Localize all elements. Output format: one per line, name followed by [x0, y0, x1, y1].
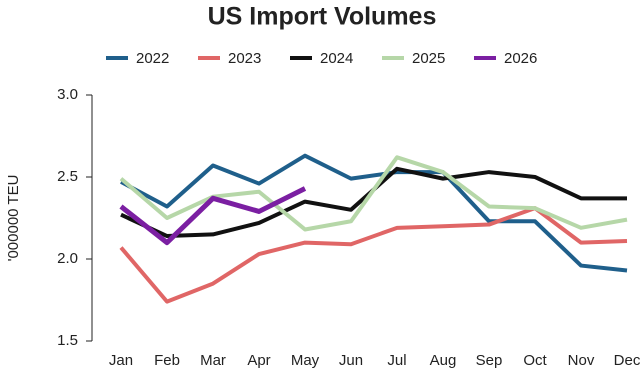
legend-label: 2026 — [504, 50, 537, 67]
x-tick-label: Sep — [476, 352, 503, 369]
series-line — [119, 186, 307, 246]
legend-label: 2025 — [412, 50, 445, 67]
x-tick-label: Jul — [387, 352, 406, 369]
x-tick-label: Oct — [523, 352, 547, 369]
y-tick-label: 1.5 — [57, 332, 78, 349]
x-tick-label: Aug — [430, 352, 457, 369]
x-tick-label: Dec — [614, 352, 641, 369]
legend-label: 2024 — [320, 50, 353, 67]
x-tick-label: Jan — [109, 352, 133, 369]
y-tick-label: 2.0 — [57, 250, 78, 267]
legend-label: 2023 — [228, 50, 261, 67]
y-axis-label: '000000 TEU — [5, 175, 22, 262]
x-tick-label: May — [291, 352, 320, 369]
series-line — [120, 153, 628, 273]
y-tick-label: 3.0 — [57, 86, 78, 103]
series-line — [119, 155, 628, 232]
x-tick-label: Jun — [339, 352, 363, 369]
y-tick-label: 2.5 — [57, 168, 78, 185]
x-tick-label: Mar — [200, 352, 226, 369]
chart-title: US Import Volumes — [208, 3, 437, 31]
x-tick-label: Nov — [568, 352, 595, 369]
legend-label: 2022 — [136, 50, 169, 67]
x-tick-label: Feb — [154, 352, 180, 369]
x-tick-label: Apr — [247, 352, 270, 369]
series-line — [119, 206, 628, 304]
